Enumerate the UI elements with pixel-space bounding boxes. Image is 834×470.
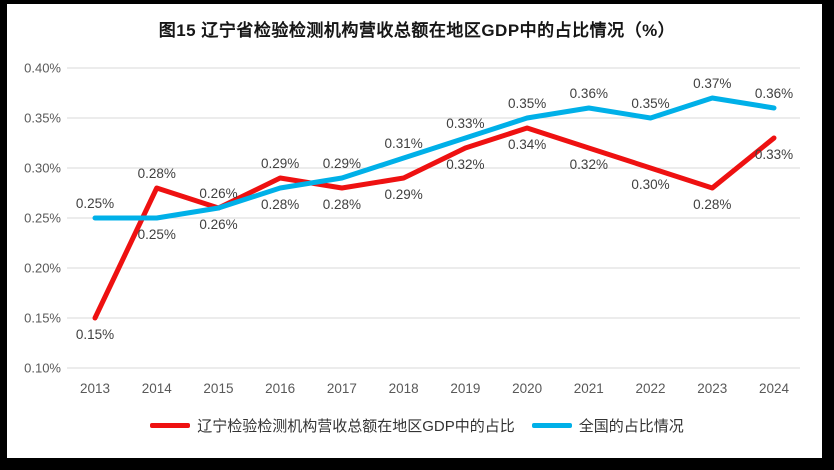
- data-label: 0.28%: [323, 197, 361, 212]
- data-label: 0.36%: [570, 86, 608, 101]
- legend-swatch-national-line: [531, 422, 572, 428]
- x-tick-label: 2014: [142, 381, 173, 396]
- legend-label-national: 全国的占比情况: [578, 417, 684, 435]
- x-tick-label: 2021: [574, 381, 604, 396]
- y-tick-label: 0.20%: [24, 261, 61, 276]
- x-tick-label: 2022: [636, 381, 666, 396]
- y-tick-label: 0.40%: [24, 61, 61, 76]
- data-label: 0.28%: [693, 197, 731, 212]
- x-tick-label: 2018: [389, 381, 419, 396]
- y-tick-label: 0.30%: [24, 161, 61, 176]
- data-label: 0.32%: [446, 157, 484, 172]
- data-label: 0.15%: [76, 327, 114, 342]
- series-line-0: [92, 125, 777, 321]
- y-tick-label: 0.25%: [24, 211, 61, 226]
- x-tick-label: 2015: [203, 381, 233, 396]
- data-label: 0.28%: [261, 197, 299, 212]
- data-label: 0.29%: [384, 187, 422, 202]
- chart-panel: [7, 4, 822, 458]
- series-line-1: [92, 95, 777, 221]
- data-label: 0.29%: [261, 156, 299, 171]
- x-tick-label: 2020: [512, 381, 542, 396]
- legend-label-liaoning: 辽宁检验检测机构营收总额在地区GDP中的占比: [197, 417, 515, 435]
- y-tick-label: 0.10%: [24, 361, 61, 376]
- data-label: 0.37%: [693, 76, 731, 91]
- x-tick-label: 2024: [759, 381, 790, 396]
- data-label: 0.33%: [446, 116, 484, 131]
- data-label: 0.25%: [76, 196, 114, 211]
- data-label: 0.31%: [384, 136, 422, 151]
- data-label: 0.28%: [138, 166, 176, 181]
- y-tick-label: 0.35%: [24, 111, 61, 126]
- data-label: 0.26%: [199, 217, 237, 232]
- x-tick-label: 2019: [450, 381, 480, 396]
- x-tick-label: 2013: [80, 381, 110, 396]
- data-label: 0.36%: [755, 86, 793, 101]
- legend-item-national: 全国的占比情况: [531, 415, 684, 436]
- chart-legend: 辽宁检验检测机构营收总额在地区GDP中的占比 全国的占比情况: [0, 412, 834, 438]
- data-label: 0.29%: [323, 156, 361, 171]
- data-label: 0.35%: [631, 96, 669, 111]
- legend-swatch-liaoning-line: [150, 422, 191, 428]
- data-label: 0.25%: [138, 227, 176, 242]
- x-tick-label: 2017: [327, 381, 357, 396]
- y-tick-label: 0.15%: [24, 311, 61, 326]
- data-label: 0.26%: [199, 186, 237, 201]
- data-label: 0.35%: [508, 96, 546, 111]
- x-tick-label: 2016: [265, 381, 295, 396]
- chart-title: 图15 辽宁省检验检测机构营收总额在地区GDP中的占比情况（%）: [158, 21, 676, 40]
- data-label: 0.34%: [508, 137, 546, 152]
- data-label: 0.33%: [755, 147, 793, 162]
- data-label: 0.32%: [570, 157, 608, 172]
- data-label: 0.30%: [631, 177, 669, 192]
- x-tick-label: 2023: [697, 381, 727, 396]
- legend-item-liaoning: 辽宁检验检测机构营收总额在地区GDP中的占比: [150, 415, 515, 436]
